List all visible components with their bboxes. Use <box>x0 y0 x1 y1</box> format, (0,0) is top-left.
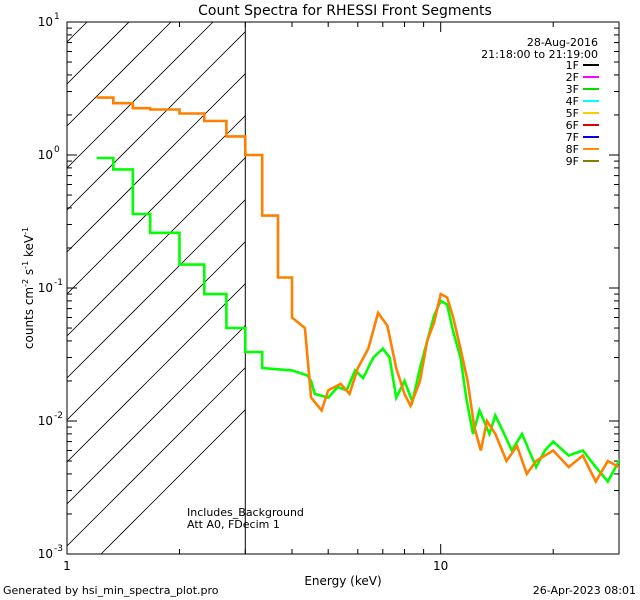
hatch-line <box>67 325 246 505</box>
hatch-line <box>67 157 246 337</box>
legend-header: 28-Aug-2016 <box>527 36 598 49</box>
legend-label: 2F <box>566 71 579 84</box>
legend-label: 5F <box>566 107 579 120</box>
legend-label: 1F <box>566 59 579 72</box>
chart-title: Count Spectra for RHESSI Front Segments <box>198 3 492 19</box>
y-tick-label: 10 <box>38 148 53 162</box>
x-axis-label: Energy (keV) <box>304 574 381 588</box>
legend-label: 3F <box>566 83 579 96</box>
y-tick-label-exponent: 1 <box>54 12 60 22</box>
legend-label: 9F <box>566 155 579 168</box>
legend-label: 7F <box>566 131 579 144</box>
plot-area-frame <box>66 21 620 555</box>
annotation-text: Att A0, FDecim 1 <box>187 518 280 531</box>
hatch-line <box>67 199 246 379</box>
annotation-text: Includes_Background <box>187 506 304 519</box>
hatch-line <box>67 115 246 295</box>
hatch-line <box>67 367 246 547</box>
y-tick-label: 10 <box>38 414 53 428</box>
y-tick-label: 10 <box>38 15 53 29</box>
hatch-line <box>67 22 130 85</box>
y-tick-label-exponent: 0 <box>54 145 60 155</box>
x-tick-label: 10 <box>433 559 448 573</box>
hatch-line <box>67 73 246 253</box>
hatch-line <box>67 283 246 463</box>
footer-timestamp: 26-Apr-2023 08:01 <box>533 584 636 597</box>
series-line-8f <box>96 96 619 485</box>
legend-label: 8F <box>566 143 579 156</box>
y-tick-label-exponent: -2 <box>54 411 63 421</box>
y-tick-label: 10 <box>38 281 53 295</box>
y-tick-label-exponent: -3 <box>54 544 63 554</box>
hatch-line <box>100 409 246 554</box>
y-axis-label: counts cm-2 s-1 keV-1 <box>21 227 36 349</box>
series-line-3f <box>96 156 619 484</box>
y-tick-label: 10 <box>38 547 53 561</box>
hatch-line <box>67 22 172 127</box>
series-group <box>96 96 619 485</box>
hatch-line <box>67 241 246 421</box>
legend-label: 4F <box>566 95 579 108</box>
hatched-region <box>67 22 246 554</box>
legend-label: 6F <box>566 119 579 132</box>
legend-header: 21:18:00 to 21:19:00 <box>481 48 598 61</box>
footer-generated-by: Generated by hsi_min_spectra_plot.pro <box>3 584 219 597</box>
hatch-line <box>67 31 246 211</box>
y-tick-label-exponent: -1 <box>54 278 63 288</box>
hatch-line <box>67 22 214 169</box>
x-tick-label: 1 <box>63 559 71 573</box>
